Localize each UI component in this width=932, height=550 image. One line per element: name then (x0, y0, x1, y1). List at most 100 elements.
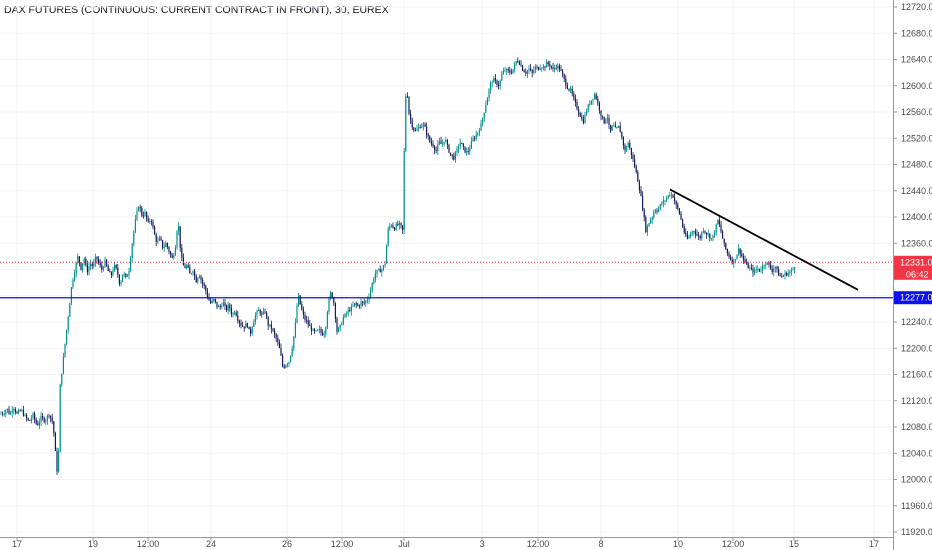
candle-body (566, 85, 568, 89)
candle-body (662, 200, 664, 204)
candle-body (486, 97, 488, 106)
candle-body (779, 275, 781, 277)
candle-body (352, 305, 354, 307)
candle-body (362, 301, 364, 303)
candle-body (706, 232, 708, 235)
candle-body (366, 299, 368, 302)
candle-body (478, 130, 480, 133)
candle-body (256, 311, 258, 316)
candle-body (734, 259, 736, 261)
candle-body (709, 233, 711, 239)
candle-body (582, 118, 584, 123)
candle-body (723, 238, 725, 244)
candle-body (554, 67, 556, 69)
candle-body (61, 373, 63, 385)
candle-body (598, 102, 600, 111)
candle-body (597, 98, 599, 103)
candle-body (720, 224, 722, 232)
candle-body (550, 65, 552, 68)
candle-body (418, 127, 420, 129)
candle-body (386, 245, 388, 264)
candle-body (603, 116, 605, 124)
candle-body (790, 269, 792, 272)
time-tick-label: Jul (398, 539, 410, 549)
candle-body (395, 224, 397, 230)
candle-body (506, 69, 508, 71)
candle-body (50, 415, 52, 418)
candle-body (742, 255, 744, 260)
candle-body (349, 310, 351, 312)
candle-body (128, 270, 130, 276)
candle-body (683, 226, 685, 233)
candle-body (698, 235, 700, 237)
candle-body (202, 279, 204, 284)
candle-body (328, 298, 330, 312)
candle-body (586, 111, 588, 115)
candle-body (48, 415, 50, 417)
candle-body (715, 224, 717, 233)
candle-body (406, 96, 408, 98)
candle-body (51, 417, 53, 422)
candle-body (722, 231, 724, 239)
candle-body (83, 258, 85, 264)
candle-body (770, 264, 772, 269)
candle-body (589, 104, 591, 105)
candle-body (120, 281, 122, 284)
candle-body (59, 384, 61, 453)
candle-body (110, 272, 112, 276)
candle-body (741, 253, 743, 256)
candle-body (707, 233, 709, 235)
candle-body (594, 94, 596, 99)
candle-body (354, 303, 356, 306)
candle-body (466, 151, 468, 153)
candle-body (101, 265, 103, 270)
candle-body (531, 70, 533, 73)
candle-body (704, 230, 706, 233)
candle-body (624, 145, 626, 151)
price-tick-label: 12400.0 (901, 212, 932, 222)
candle-body (578, 109, 580, 114)
candle-body (56, 450, 58, 472)
price-axis: 12720.0 12680.0 12640.0 12600.0 12560.0 12520… (893, 0, 932, 550)
candle-body (714, 232, 716, 236)
candle-body (142, 215, 144, 217)
candle-body (355, 303, 357, 305)
candle-body (781, 276, 783, 277)
time-axis: 17 19 12:00 24 26 12:00 Jul 3 12:00 8 10 12:00 15 17 (0, 537, 893, 549)
candle-body (677, 204, 679, 209)
candle-body (771, 268, 773, 272)
candle-body (469, 148, 471, 152)
candle-body (794, 267, 796, 270)
candle-body (123, 273, 125, 275)
price-tick-label: 12560.0 (901, 107, 932, 117)
candle-body (8, 408, 10, 415)
candle-body (488, 89, 490, 98)
candle-body (762, 265, 764, 271)
candle-body (493, 78, 495, 83)
candle-body (130, 258, 132, 271)
candle-body (2, 413, 4, 415)
candle-body (115, 265, 117, 269)
candle-body (275, 334, 277, 339)
candle-body (782, 275, 784, 277)
candle-body (261, 313, 263, 315)
candle-body (160, 237, 162, 240)
candle-body (643, 209, 645, 218)
candle-body (290, 355, 292, 363)
candle-body (150, 221, 152, 222)
candle-body (267, 317, 269, 326)
candle-body (330, 292, 332, 299)
candle-body (371, 283, 373, 291)
candle-body (82, 263, 84, 270)
candle-body (512, 69, 514, 74)
candle-body (392, 225, 394, 229)
candle-body (336, 318, 338, 332)
candle-body (437, 144, 439, 151)
candle-body (3, 413, 5, 415)
candle-body (562, 70, 564, 75)
candle-body (197, 277, 199, 283)
candle-body (43, 417, 45, 422)
candle-body (62, 356, 64, 374)
candle-body (670, 194, 672, 196)
